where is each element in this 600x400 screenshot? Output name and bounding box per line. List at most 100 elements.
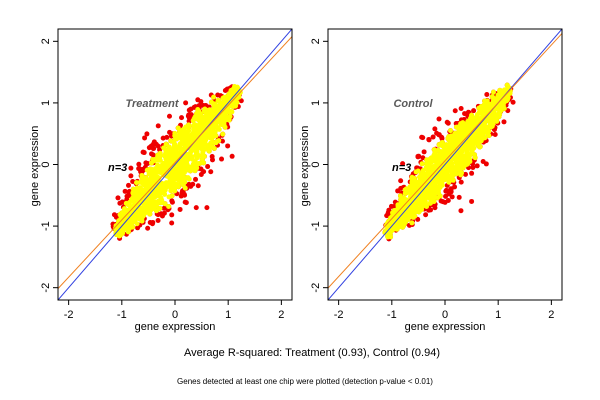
treatment-point-body	[168, 138, 174, 144]
treatment-point-body	[190, 118, 196, 124]
control-point-outer	[448, 189, 454, 195]
treatment-identity-line	[58, 29, 292, 300]
control-x-axis-title: gene expression	[405, 321, 486, 333]
treatment-point-body	[149, 171, 155, 177]
treatment-point-body	[155, 192, 161, 198]
control-point-outer	[452, 108, 458, 114]
treatment-point-outer	[177, 206, 183, 212]
treatment-point-body	[173, 181, 179, 187]
treatment-point-outer	[179, 190, 185, 196]
treatment-point-body	[200, 116, 206, 122]
control-point-outer	[432, 205, 438, 211]
treatment-point-outer	[225, 143, 231, 149]
control-y-tick-label: 1	[310, 100, 322, 106]
treatment-point-body	[216, 104, 222, 110]
treatment-point-outer	[169, 198, 175, 204]
control-point-body	[397, 224, 403, 230]
treatment-point-outer	[195, 183, 201, 189]
control-point-body	[472, 155, 478, 161]
control-point-body	[440, 156, 446, 162]
treatment-point-outer	[149, 221, 155, 227]
treatment-point-body	[153, 199, 159, 205]
treatment-point-body	[157, 152, 163, 158]
control-point-outer	[398, 178, 404, 184]
treatment-point-body	[125, 201, 131, 207]
control-point-body	[465, 121, 471, 127]
control-point-body	[445, 148, 451, 154]
control-point-body	[477, 144, 483, 150]
control-point-outer	[449, 194, 455, 200]
control-point-body	[444, 171, 450, 177]
treatment-point-body	[136, 191, 142, 197]
control-point-body	[388, 234, 394, 240]
control-point-body	[449, 169, 455, 175]
control-point-body	[454, 132, 460, 138]
control-point-outer	[421, 149, 427, 155]
treatment-point-body	[157, 205, 163, 211]
treatment-point-body	[161, 190, 167, 196]
treatment-point-outer	[155, 143, 161, 149]
control-y-tick-label: 2	[310, 38, 322, 44]
control-point-body	[414, 208, 420, 214]
control-point-body	[406, 207, 412, 213]
treatment-point-body	[215, 97, 221, 103]
control-x-tick-label: -2	[334, 309, 344, 321]
control-point-outer	[419, 134, 425, 140]
control-point-body	[482, 135, 488, 141]
treatment-point-outer	[122, 188, 128, 194]
treatment-point-body	[190, 130, 196, 136]
treatment-fit-line	[58, 35, 292, 290]
treatment-point-outer	[222, 88, 228, 94]
treatment-point-body	[196, 108, 202, 114]
control-point-body	[431, 198, 437, 204]
treatment-point-body	[221, 115, 227, 121]
control-point-body	[453, 139, 459, 145]
control-x-tick-label: -1	[387, 309, 397, 321]
treatment-point-outer	[205, 164, 211, 170]
control-y-tick-label: -1	[310, 221, 322, 231]
treatment-point-body	[166, 144, 172, 150]
treatment-point-body	[213, 110, 219, 116]
treatment-point-body	[158, 200, 164, 206]
treatment-point-body	[189, 134, 195, 140]
treatment-x-tick-label: 0	[172, 309, 178, 321]
treatment-point-body	[125, 211, 131, 217]
control-point-body	[419, 161, 425, 167]
control-point-outer	[436, 116, 442, 122]
treatment-point-body	[142, 186, 148, 192]
control-point-body	[434, 179, 440, 185]
control-point-body	[404, 190, 410, 196]
treatment-point-body	[186, 124, 192, 130]
treatment-point-body	[180, 129, 186, 135]
treatment-x-tick-label: -2	[64, 309, 74, 321]
treatment-point-body	[186, 176, 192, 182]
treatment-point-outer	[155, 123, 161, 129]
treatment-point-outer	[126, 193, 132, 199]
control-point-body	[424, 189, 430, 195]
treatment-point-body	[159, 180, 165, 186]
treatment-point-body	[159, 163, 165, 169]
control-point-outer	[415, 154, 421, 160]
treatment-point-body	[154, 157, 160, 163]
treatment-y-axis: -2 -1 0 1 2	[40, 38, 58, 293]
control-point-body	[499, 98, 505, 104]
control-point-body	[481, 127, 487, 133]
treatment-point-body	[139, 213, 145, 219]
control-point-body	[431, 164, 437, 170]
treatment-point-outer	[204, 205, 210, 211]
treatment-point-outer	[208, 169, 214, 175]
control-point-body	[411, 177, 417, 183]
control-point-body	[431, 191, 437, 197]
control-point-body	[490, 112, 496, 118]
control-point-body	[438, 172, 444, 178]
control-point-body	[490, 89, 496, 95]
treatment-point-body	[189, 148, 195, 154]
detection-footnote: Genes detected at least one chip were pl…	[177, 377, 433, 386]
treatment-point-body	[193, 126, 199, 132]
control-point-body	[395, 215, 401, 221]
control-point-body	[410, 209, 416, 215]
treatment-point-outer	[182, 199, 188, 205]
control-point-body	[495, 104, 501, 110]
control-point-outer	[510, 99, 516, 105]
control-point-body	[443, 152, 449, 158]
